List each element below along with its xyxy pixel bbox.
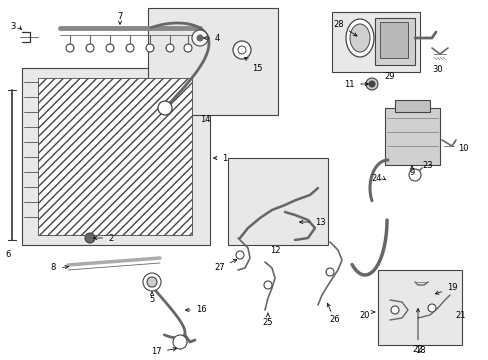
Circle shape — [183, 44, 192, 52]
Text: 21: 21 — [454, 310, 465, 320]
Text: 3: 3 — [10, 22, 15, 31]
Ellipse shape — [349, 24, 369, 52]
Text: 4: 4 — [203, 33, 220, 42]
Circle shape — [365, 78, 377, 90]
Text: 23: 23 — [421, 161, 432, 170]
Circle shape — [147, 277, 157, 287]
Circle shape — [197, 35, 203, 41]
Bar — [374, 18, 414, 65]
Text: 26: 26 — [329, 315, 340, 324]
Circle shape — [238, 46, 245, 54]
Text: 20: 20 — [359, 310, 369, 320]
Text: 12: 12 — [269, 246, 280, 255]
Text: 29: 29 — [384, 72, 394, 81]
Circle shape — [66, 44, 74, 52]
Circle shape — [142, 273, 161, 291]
Bar — [377, 270, 461, 345]
Bar — [148, 8, 278, 115]
Circle shape — [85, 233, 95, 243]
Circle shape — [173, 335, 186, 349]
Text: 17: 17 — [151, 347, 176, 356]
Text: 14: 14 — [199, 115, 210, 124]
Text: 25: 25 — [262, 318, 273, 327]
Circle shape — [158, 101, 172, 115]
Circle shape — [106, 44, 114, 52]
Circle shape — [427, 304, 435, 312]
Text: 11: 11 — [344, 80, 367, 89]
Circle shape — [86, 44, 94, 52]
Circle shape — [146, 44, 154, 52]
Text: 19: 19 — [434, 284, 457, 294]
Text: 24: 24 — [371, 174, 381, 183]
Text: 5: 5 — [149, 295, 154, 304]
Bar — [394, 100, 429, 112]
Text: 28: 28 — [333, 19, 356, 36]
Text: 2: 2 — [93, 234, 113, 243]
Text: 9: 9 — [408, 168, 414, 177]
Circle shape — [264, 281, 271, 289]
Bar — [379, 22, 407, 58]
Text: 7: 7 — [117, 12, 122, 21]
Circle shape — [165, 44, 174, 52]
Bar — [331, 12, 419, 72]
Bar — [227, 158, 327, 245]
Circle shape — [368, 81, 374, 87]
Text: 27: 27 — [214, 260, 236, 273]
Circle shape — [236, 251, 244, 259]
Text: 15: 15 — [244, 57, 262, 72]
Text: 18: 18 — [414, 346, 425, 355]
Circle shape — [325, 268, 333, 276]
Circle shape — [126, 44, 134, 52]
Text: 16: 16 — [185, 306, 206, 315]
Circle shape — [232, 41, 250, 59]
Circle shape — [390, 306, 398, 314]
Text: 30: 30 — [432, 65, 443, 74]
Bar — [38, 78, 192, 235]
Text: 8: 8 — [51, 264, 56, 273]
Circle shape — [408, 169, 420, 181]
Text: 10: 10 — [457, 144, 468, 153]
Text: 1: 1 — [213, 153, 227, 162]
Text: 13: 13 — [299, 217, 325, 226]
Ellipse shape — [346, 19, 373, 57]
Text: 22: 22 — [412, 309, 423, 355]
Bar — [22, 68, 209, 245]
Text: 6: 6 — [5, 250, 11, 259]
Circle shape — [192, 30, 207, 46]
Bar — [384, 108, 439, 165]
